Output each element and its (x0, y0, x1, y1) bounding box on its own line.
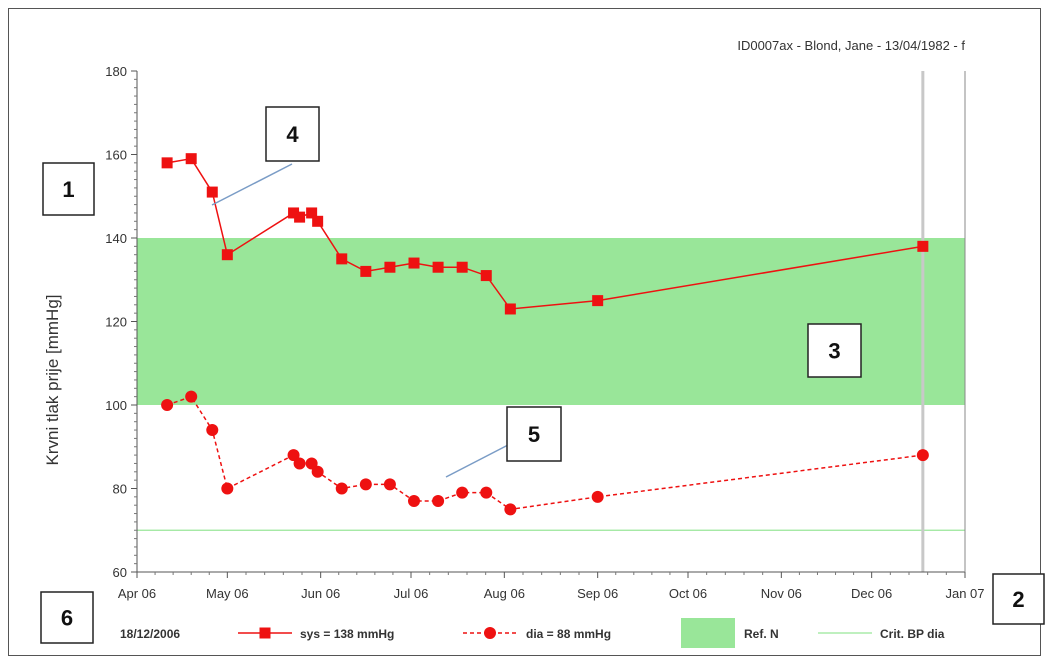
x-tick-label: Dec 06 (851, 586, 892, 601)
legend-date: 18/12/2006 (120, 627, 180, 641)
dia-point (504, 503, 516, 515)
sys-point (457, 262, 468, 273)
y-axis-label: Krvni tlak prije [mmHg] (43, 295, 62, 466)
y-tick-label: 140 (105, 231, 127, 246)
callout-5-leader (446, 445, 508, 477)
callout-4-leader (212, 164, 292, 205)
sys-point (336, 253, 347, 264)
callout-label-6: 6 (61, 606, 73, 631)
sys-point (162, 157, 173, 168)
dia-point (432, 495, 444, 507)
x-tick-label: Jul 06 (394, 586, 429, 601)
dia-point (592, 491, 604, 503)
dia-point (917, 449, 929, 461)
sys-point (505, 303, 516, 314)
dia-point (384, 478, 396, 490)
chart-header: ID0007ax - Blond, Jane - 13/04/1982 - f (737, 38, 965, 53)
y-tick-label: 60 (113, 565, 127, 580)
sys-point (917, 241, 928, 252)
dia-point (336, 483, 348, 495)
legend-dia-label: dia = 88 mmHg (526, 627, 611, 641)
legend-dia-marker (484, 627, 496, 639)
sys-point (433, 262, 444, 273)
sys-point (186, 153, 197, 164)
y-tick-label: 80 (113, 482, 127, 497)
sys-point (222, 249, 233, 260)
sys-point (409, 258, 420, 269)
y-tick-label: 180 (105, 64, 127, 79)
legend-crit-label: Crit. BP dia (880, 627, 945, 641)
callout-label-5: 5 (528, 422, 540, 447)
dia-point (480, 487, 492, 499)
legend-ref-label: Ref. N (744, 627, 779, 641)
dia-point (456, 487, 468, 499)
x-tick-label: Jun 06 (301, 586, 340, 601)
x-tick-label: Jan 07 (945, 586, 984, 601)
x-tick-label: Sep 06 (577, 586, 618, 601)
dia-point (360, 478, 372, 490)
dia-point (221, 483, 233, 495)
x-tick-label: Nov 06 (761, 586, 802, 601)
sys-point (207, 187, 218, 198)
dia-point (312, 466, 324, 478)
sys-point (312, 216, 323, 227)
callout-label-4: 4 (286, 122, 299, 147)
legend-sys-marker (260, 628, 271, 639)
x-tick-label: Apr 06 (118, 586, 156, 601)
dia-point (206, 424, 218, 436)
callout-label-1: 1 (62, 177, 74, 202)
dia-point (294, 457, 306, 469)
dia-point (408, 495, 420, 507)
y-tick-label: 160 (105, 148, 127, 163)
sys-point (294, 212, 305, 223)
reference-band (137, 238, 965, 405)
y-tick-label: 120 (105, 315, 127, 330)
x-tick-label: May 06 (206, 586, 249, 601)
legend-sys-label: sys = 138 mmHg (300, 627, 394, 641)
dia-point (185, 391, 197, 403)
x-tick-label: Oct 06 (669, 586, 707, 601)
dia-point (161, 399, 173, 411)
sys-point (384, 262, 395, 273)
legend-ref-swatch (681, 618, 735, 648)
sys-point (592, 295, 603, 306)
sys-point (481, 270, 492, 281)
sys-point (360, 266, 371, 277)
x-tick-label: Aug 06 (484, 586, 525, 601)
callout-label-2: 2 (1012, 587, 1024, 612)
callout-label-3: 3 (828, 339, 840, 364)
y-tick-label: 100 (105, 398, 127, 413)
